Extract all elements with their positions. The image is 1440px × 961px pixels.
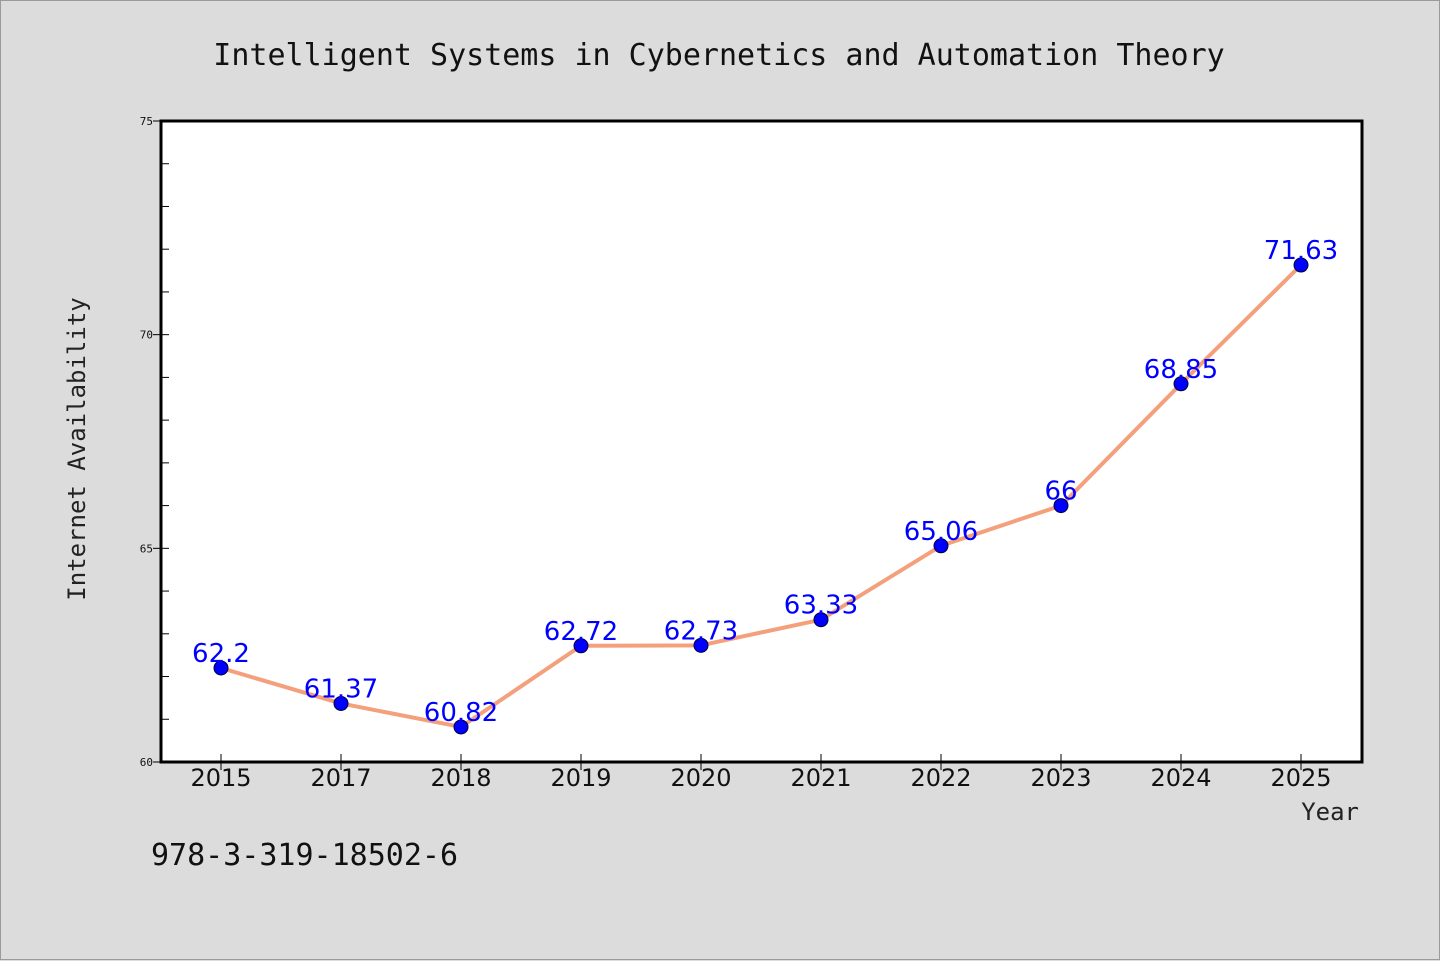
data-labels: 62.2 61.37 60.82 62.72 62.73 63.33 65.06 66 68.8… [192, 236, 1338, 728]
chart-title: Intelligent Systems in Cybernetics and A… [213, 38, 1224, 73]
data-label: 66 [1044, 477, 1077, 507]
x-tick-label: 2017 [310, 764, 371, 792]
data-point [213, 660, 229, 676]
y-tick-label: 60 [140, 756, 153, 769]
x-tick-label: 2015 [190, 764, 251, 792]
y-axis-label: Internet Availability [63, 297, 91, 600]
data-point [1293, 257, 1309, 273]
x-axis: 2015 2017 2018 2019 2020 2021 2022 2023 2024 2025 [190, 754, 1332, 792]
data-point [453, 719, 469, 735]
data-point [813, 612, 829, 628]
x-tick-label: 2019 [550, 764, 611, 792]
data-label: 65.06 [904, 517, 978, 547]
x-tick-label: 2021 [790, 764, 851, 792]
y-tick-label: 75 [140, 115, 153, 128]
y-tick-label: 70 [140, 329, 153, 342]
data-label: 62.72 [544, 617, 618, 647]
data-label: 60.82 [424, 698, 498, 728]
data-point [693, 637, 709, 653]
data-label: 62.73 [664, 616, 738, 646]
y-axis: 60 65 70 75 [140, 115, 169, 769]
series-line [220, 263, 1303, 729]
data-label: 61.37 [304, 674, 378, 704]
x-axis-label: Year [1301, 798, 1359, 826]
data-point [1053, 498, 1069, 514]
data-label: 68.85 [1144, 355, 1218, 385]
x-tick-label: 2024 [1150, 764, 1211, 792]
data-label: 71.63 [1264, 236, 1338, 266]
plot-area [159, 119, 1364, 764]
y-tick-label: 65 [140, 542, 153, 555]
data-label: 62.2 [192, 639, 250, 669]
data-point [1173, 376, 1189, 392]
x-tick-label: 2022 [910, 764, 971, 792]
x-tick-label: 2020 [670, 764, 731, 792]
x-tick-label: 2018 [430, 764, 491, 792]
data-point [933, 538, 949, 554]
x-tick-label: 2023 [1030, 764, 1091, 792]
data-point [573, 638, 589, 654]
isbn-text: 978-3-319-18502-6 [151, 838, 458, 873]
series-line-group [213, 257, 1309, 735]
data-point [333, 695, 349, 711]
data-label: 63.33 [784, 591, 858, 621]
x-tick-label: 2025 [1270, 764, 1331, 792]
